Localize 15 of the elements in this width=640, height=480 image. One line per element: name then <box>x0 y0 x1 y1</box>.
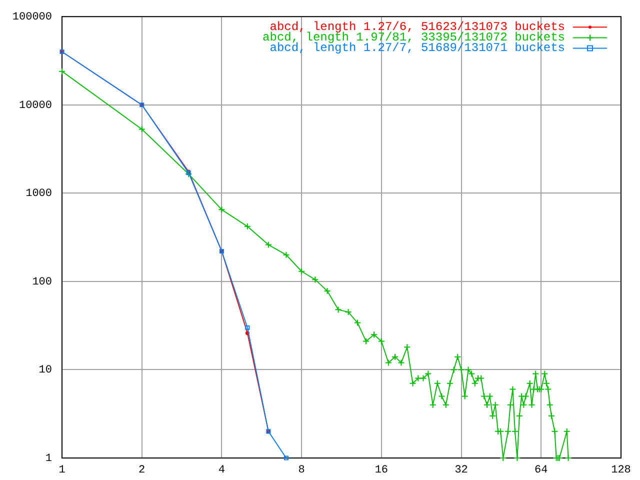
y-tick-label: 100 <box>32 276 52 288</box>
x-tick-label: 16 <box>374 464 388 477</box>
y-tick-label: 1000 <box>26 188 52 200</box>
x-tick-label: 2 <box>138 464 146 477</box>
x-tick-label: 8 <box>298 464 305 477</box>
x-tick-label: 32 <box>454 464 468 477</box>
x-tick-label: 4 <box>218 464 226 477</box>
y-tick-label: 100000 <box>12 12 52 24</box>
x-tick-label: 128 <box>611 464 631 477</box>
legend-label: abcd, length 1.27/7, 51689/131071 buckets <box>270 40 565 55</box>
x-tick-label: 1 <box>58 464 66 477</box>
x-tick-label: 64 <box>534 464 548 477</box>
y-tick-label: 1 <box>45 452 52 465</box>
y-tick-label: 10 <box>38 364 52 377</box>
y-tick-label: 10000 <box>18 100 52 112</box>
